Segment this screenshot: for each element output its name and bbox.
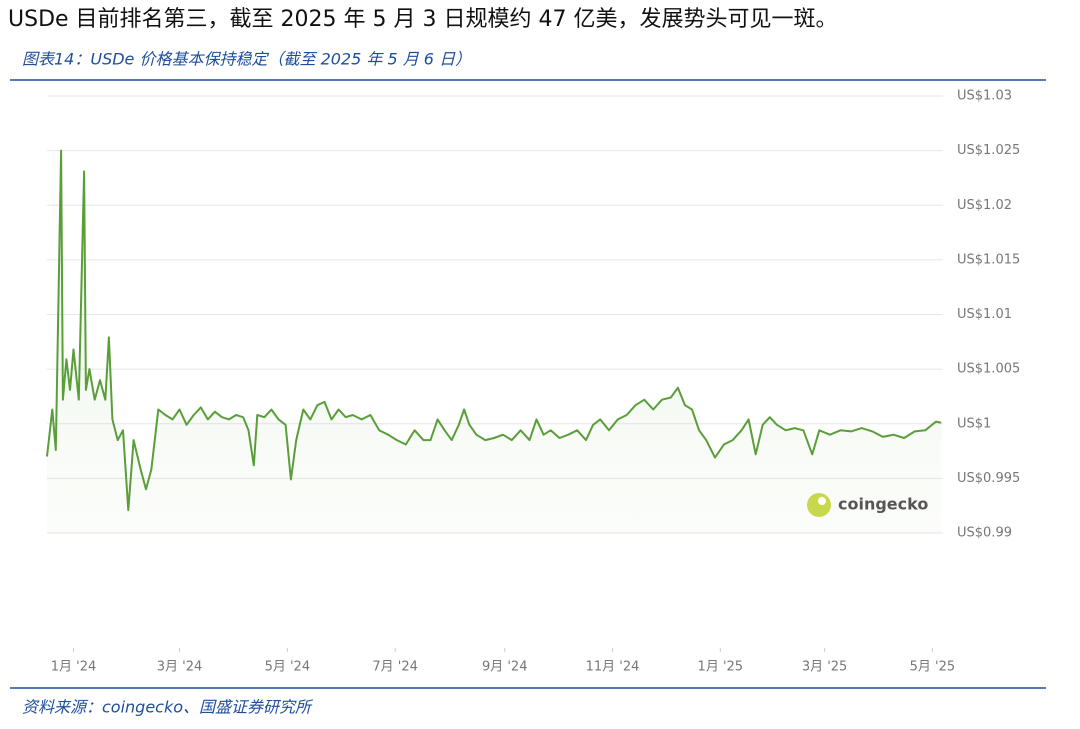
- y-tick-label: US$0.99: [957, 526, 1012, 541]
- logo-eye: [818, 497, 826, 505]
- y-tick-label: US$1.01: [957, 307, 1012, 322]
- x-tick-label: 9月 '24: [482, 660, 528, 675]
- x-tick-label: 5月 '24: [265, 660, 311, 675]
- watermark: coingecko: [807, 493, 928, 517]
- price-line: [46, 149, 942, 512]
- y-tick-label: US$1.005: [957, 362, 1020, 377]
- figure-caption: 图表14：USDe 价格基本保持稳定（截至 2025 年 5 月 6 日）: [22, 50, 471, 69]
- y-tick-label: US$1: [957, 416, 991, 431]
- source-note: 资料来源：coingecko、国盛证券研究所: [22, 698, 314, 717]
- area-fill: [47, 150, 942, 533]
- plot: US$0.99 US$0.995 US$1 US$1.005 US$1.01 US$1.0…: [46, 89, 1020, 675]
- y-tick-label: US$0.995: [957, 471, 1020, 486]
- x-tick-label: 3月 '24: [157, 660, 203, 675]
- x-tick-label: 7月 '24: [372, 660, 418, 675]
- y-tick-label: US$1.025: [957, 143, 1020, 158]
- y-tick-label: US$1.03: [957, 89, 1012, 104]
- logo-text: coingecko: [838, 495, 928, 514]
- x-tick-label: 1月 '24: [51, 660, 97, 675]
- x-tick-label: 11月 '24: [586, 660, 640, 675]
- heading: USDe 目前排名第三，截至 2025 年 5 月 3 日规模约 47 亿美，发…: [8, 7, 837, 32]
- y-tick-label: US$1.02: [957, 198, 1012, 213]
- x-tick-label: 3月 '25: [802, 660, 848, 675]
- x-tick-label: 5月 '25: [910, 660, 956, 675]
- x-tick-label: 1月 '25: [698, 660, 744, 675]
- logo-icon: [807, 493, 831, 517]
- y-tick-label: US$1.015: [957, 252, 1020, 267]
